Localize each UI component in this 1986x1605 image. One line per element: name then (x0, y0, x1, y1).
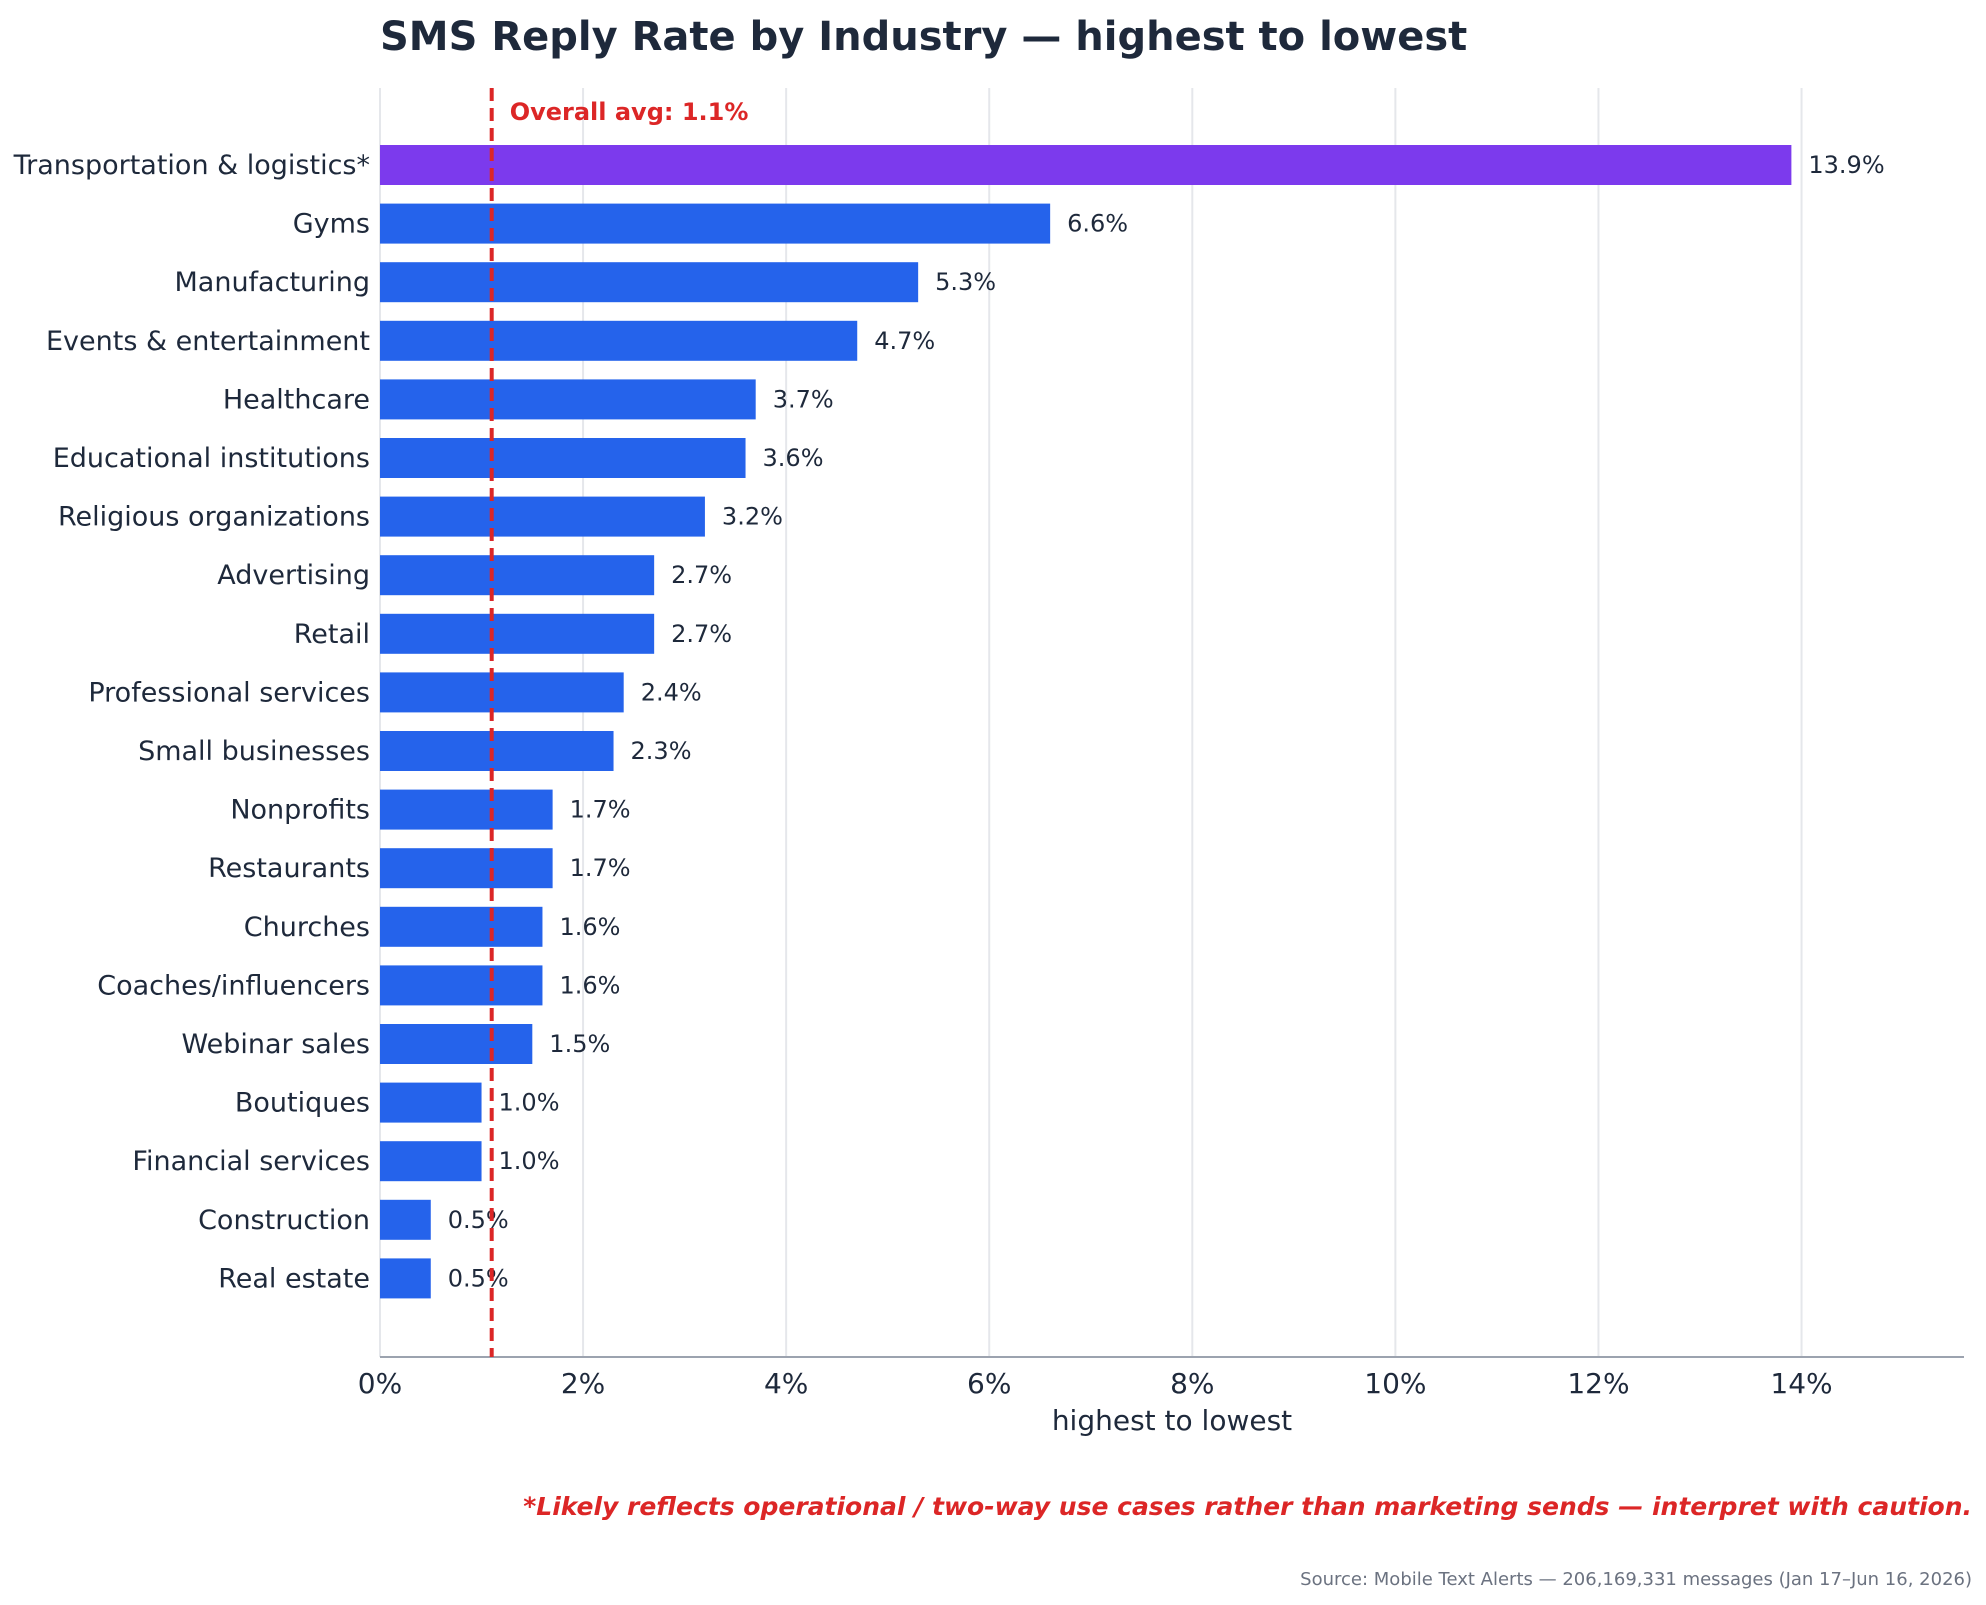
category-label: Advertising (217, 560, 370, 591)
category-label: Events & entertainment (46, 326, 370, 357)
chart-title: SMS Reply Rate by Industry — highest to … (380, 14, 1467, 60)
category-label: Educational institutions (53, 443, 370, 474)
category-label: Religious organizations (58, 502, 370, 533)
bar (380, 906, 543, 947)
bar (380, 672, 624, 713)
average-label: Overall avg: 1.1% (510, 98, 749, 126)
source-note: Source: Mobile Text Alerts — 206,169,331… (1300, 1569, 1972, 1590)
category-label: Gyms (293, 209, 370, 240)
value-label: 3.2% (722, 503, 783, 531)
value-label: 0.5% (448, 1264, 509, 1292)
value-label: 3.6% (763, 444, 824, 472)
x-tick-label: 6% (967, 1367, 1011, 1400)
bar (380, 789, 553, 830)
value-label: 5.3% (935, 268, 996, 296)
bar (380, 438, 746, 478)
category-label: Financial services (132, 1146, 370, 1177)
category-label: Churches (244, 912, 370, 943)
category-label: Small businesses (138, 736, 370, 767)
bar (380, 1258, 431, 1299)
value-label: 1.7% (570, 796, 631, 824)
value-label: 1.6% (559, 971, 620, 999)
category-label: Restaurants (208, 853, 370, 884)
value-label: 1.0% (499, 1089, 560, 1117)
category-label: Real estate (218, 1263, 370, 1294)
bar (380, 1141, 482, 1182)
value-label: 0.5% (448, 1206, 509, 1234)
category-label: Healthcare (223, 384, 370, 415)
x-axis: 0% 2% 4% 6% 8% 10% 12% 14% (358, 1356, 1964, 1400)
category-label: Transportation & logistics* (13, 150, 370, 181)
bar (380, 203, 1051, 244)
category-label: Webinar sales (182, 1029, 371, 1060)
x-axis-title: highest to lowest (1052, 1404, 1292, 1437)
category-label: Professional services (88, 677, 370, 708)
bar (380, 731, 614, 771)
bar (380, 1082, 482, 1123)
footnote: *Likely reflects operational / two-way u… (523, 1492, 1972, 1521)
bar (380, 1199, 431, 1240)
category-label: Boutiques (235, 1088, 370, 1119)
bar (380, 320, 858, 361)
value-label: 13.9% (1808, 151, 1884, 179)
x-tick-label: 10% (1364, 1367, 1426, 1400)
value-label: 3.7% (773, 385, 834, 413)
value-label: 1.5% (549, 1030, 610, 1058)
category-label: Coaches/influencers (97, 970, 370, 1001)
value-label: 2.3% (631, 737, 692, 765)
bar (380, 262, 919, 303)
x-tick-label: 8% (1170, 1367, 1214, 1400)
bar (380, 613, 655, 654)
x-tick-label: 2% (561, 1367, 605, 1400)
value-label: 2.7% (671, 561, 732, 589)
x-tick-label: 12% (1567, 1367, 1629, 1400)
x-tick-label: 0% (358, 1367, 402, 1400)
value-label: 1.6% (559, 913, 620, 941)
value-label: 1.7% (570, 854, 631, 882)
value-label: 2.4% (641, 678, 702, 706)
category-label: Retail (294, 619, 370, 650)
bar (380, 145, 1792, 185)
bars: Transportation & logistics* 13.9% Gyms 6.6%… (13, 145, 1885, 1299)
bar (380, 379, 756, 420)
value-label: 4.7% (874, 327, 935, 355)
bar (380, 555, 655, 596)
bar (380, 965, 543, 1006)
x-tick-label: 4% (764, 1367, 808, 1400)
value-label: 1.0% (499, 1147, 560, 1175)
category-label: Nonprofits (230, 795, 370, 826)
x-tick-label: 14% (1770, 1367, 1832, 1400)
bar (380, 496, 705, 537)
category-label: Construction (198, 1205, 370, 1236)
value-label: 2.7% (671, 620, 732, 648)
bar (380, 848, 553, 889)
category-label: Manufacturing (174, 267, 370, 298)
value-label: 6.6% (1067, 210, 1128, 238)
bar (380, 1024, 533, 1064)
average-reference: Overall avg: 1.1% (489, 88, 749, 1357)
